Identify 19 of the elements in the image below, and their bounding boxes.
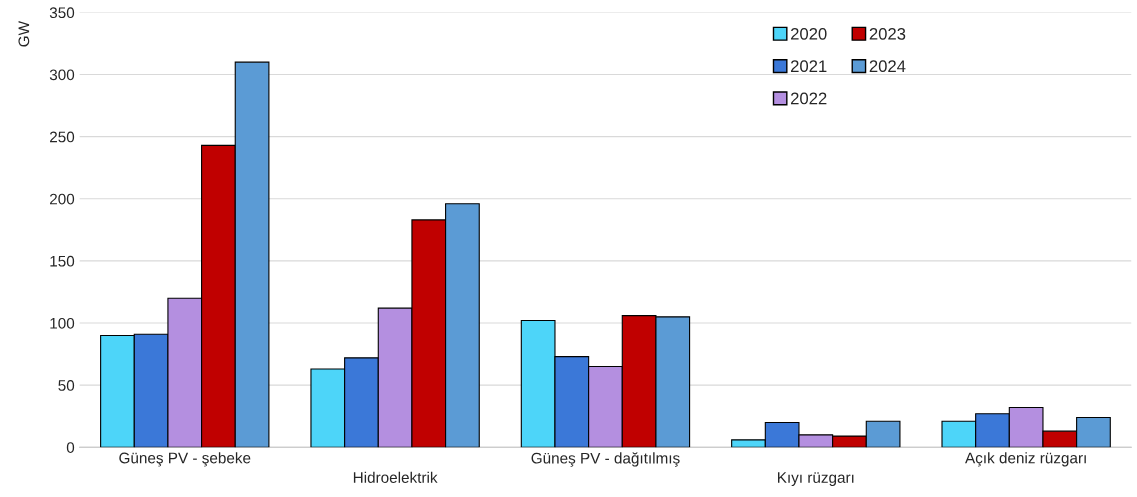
y-tick-label: 150 [50, 255, 75, 267]
x-tick-label: Hidroelektrik [353, 471, 438, 483]
x-tick-label: Açık deniz rüzgarı [965, 452, 1086, 467]
y-tick-label: 300 [49, 69, 75, 81]
y-tick-label: 0 [66, 442, 75, 453]
legend-label: 2022 [791, 92, 827, 105]
y-axis-title: GW [18, 21, 30, 47]
legend-label: 2020 [791, 27, 827, 40]
x-tick-label: Kıyı rüzgarı [778, 472, 854, 486]
x-tick-label: Güneş PV - şebeke [119, 452, 251, 467]
legend-label: 2021 [791, 60, 827, 73]
y-tick-label: 350 [49, 7, 75, 19]
y-tick-label: 200 [50, 193, 75, 205]
x-tick-label: Güneş PV - dağıtılmış [531, 452, 680, 467]
legend-label: 2024 [869, 60, 906, 73]
y-tick-label: 50 [58, 380, 75, 391]
y-tick-label: 250 [50, 131, 75, 143]
legend-label: 2023 [869, 27, 906, 40]
y-tick-label: 100 [50, 317, 75, 329]
